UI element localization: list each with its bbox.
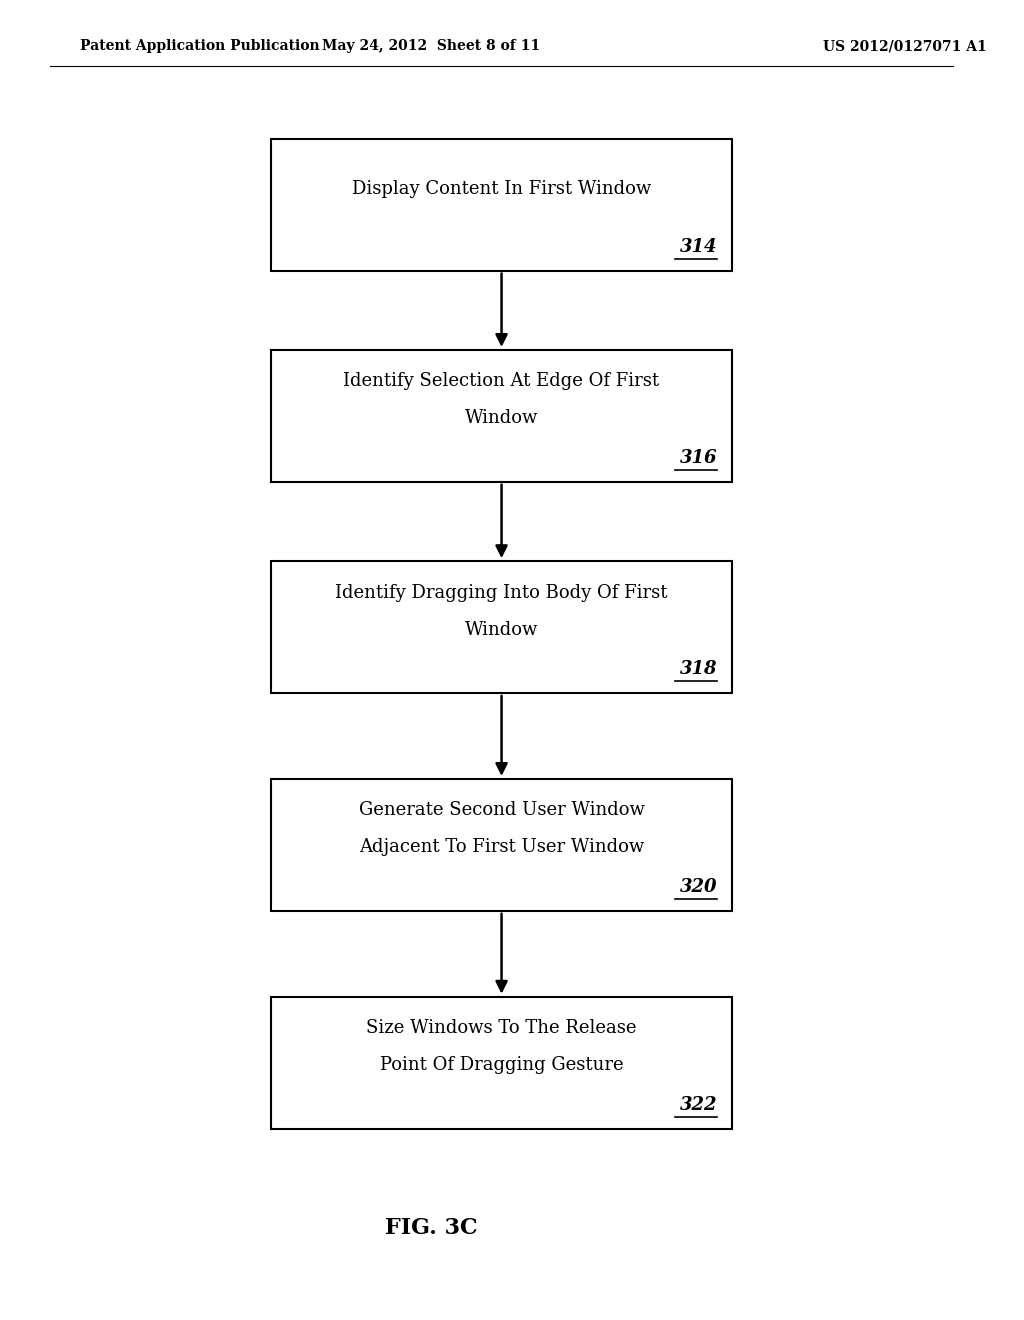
- Text: Identify Selection At Edge Of First: Identify Selection At Edge Of First: [343, 372, 659, 391]
- Text: US 2012/0127071 A1: US 2012/0127071 A1: [822, 40, 986, 53]
- Text: FIG. 3C: FIG. 3C: [385, 1217, 477, 1238]
- Text: Window: Window: [465, 409, 539, 428]
- Text: 314: 314: [680, 238, 717, 256]
- Text: Point Of Dragging Gesture: Point Of Dragging Gesture: [380, 1056, 624, 1074]
- Text: 320: 320: [680, 878, 717, 896]
- Bar: [270, 350, 732, 482]
- Text: Display Content In First Window: Display Content In First Window: [352, 180, 651, 198]
- Bar: [270, 779, 732, 911]
- Bar: [270, 139, 732, 271]
- Text: May 24, 2012  Sheet 8 of 11: May 24, 2012 Sheet 8 of 11: [323, 40, 541, 53]
- Text: Size Windows To The Release: Size Windows To The Release: [367, 1019, 637, 1038]
- Text: 318: 318: [680, 660, 717, 678]
- Bar: [270, 997, 732, 1129]
- Text: Adjacent To First User Window: Adjacent To First User Window: [359, 838, 644, 857]
- Text: Generate Second User Window: Generate Second User Window: [358, 801, 644, 820]
- Text: Patent Application Publication: Patent Application Publication: [80, 40, 319, 53]
- Text: Identify Dragging Into Body Of First: Identify Dragging Into Body Of First: [335, 583, 668, 602]
- Text: 322: 322: [680, 1096, 717, 1114]
- Bar: [270, 561, 732, 693]
- Text: 316: 316: [680, 449, 717, 467]
- Text: Window: Window: [465, 620, 539, 639]
